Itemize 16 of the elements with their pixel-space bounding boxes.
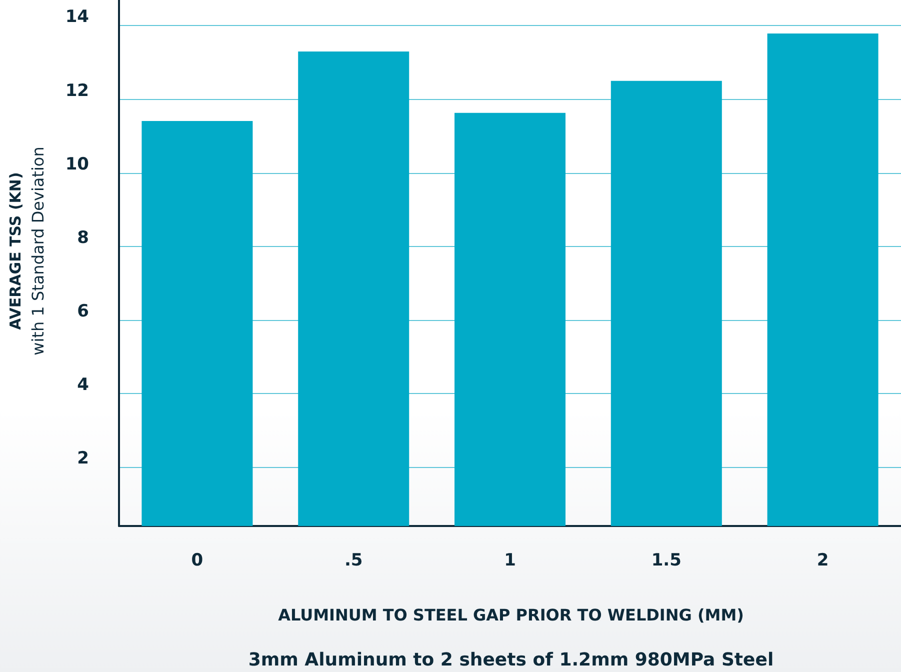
x-tick-label: 1.5 (651, 550, 682, 570)
x-tick-label: .5 (344, 550, 363, 570)
text: 3mm Aluminum to 2 sheets of 1.2mm 980MPa Steel (248, 650, 774, 670)
x-axis-title: ALUMINUM TO STEEL GAP PRIOR TO WELDING (MM) (278, 606, 744, 624)
y-tick-label: 8 (77, 228, 89, 248)
y-axis-title: AVERAGE TSS (KN) (6, 172, 24, 330)
y-tick-label: 6 (77, 302, 89, 322)
x-tick-label: 0 (191, 550, 204, 570)
y-tick-label: 14 (65, 7, 90, 28)
text: with 1 Standard Deviation (28, 146, 48, 356)
y-tick-label: 10 (65, 154, 90, 174)
y-tick-label: 2 (77, 448, 89, 469)
x-tick-label: 2 (816, 550, 829, 570)
y-tick-label: 4 (77, 375, 90, 396)
x-tick-label: 1 (504, 550, 516, 570)
y-tick-label: 12 (65, 80, 89, 101)
